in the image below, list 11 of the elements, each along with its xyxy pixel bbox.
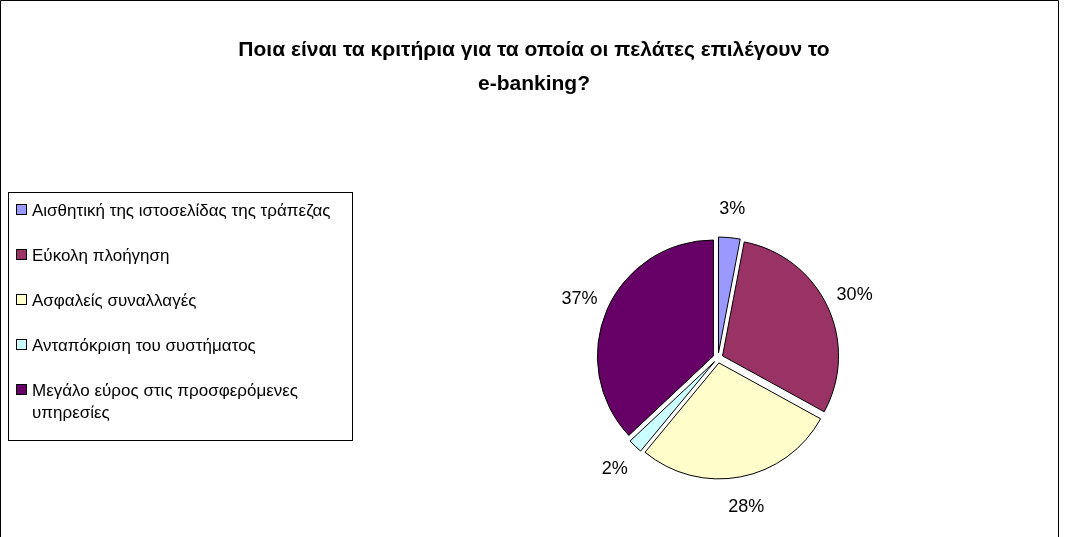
legend-label: Ανταπόκριση του συστήματος: [32, 336, 256, 355]
data-label: 2%: [601, 458, 628, 479]
data-label: 30%: [836, 283, 873, 304]
data-label: 28%: [728, 496, 765, 517]
legend-label: Μεγάλο εύρος στις προσφερόμενες υπηρεσίες: [32, 381, 299, 422]
data-label: 37%: [561, 288, 598, 309]
data-label: 3%: [719, 197, 746, 218]
legend-label: Αισθητική της ιστοσελίδας της τράπεζας: [32, 201, 331, 220]
chart-title: Ποια είναι τα κριτήρια για τα οποία οι πελάτες επιλέγουν το e-banking?: [238, 37, 830, 94]
legend-label: Εύκολη πλοήγηση: [32, 246, 170, 265]
legend-label: Ασφαλείς συναλλαγές: [32, 291, 197, 310]
